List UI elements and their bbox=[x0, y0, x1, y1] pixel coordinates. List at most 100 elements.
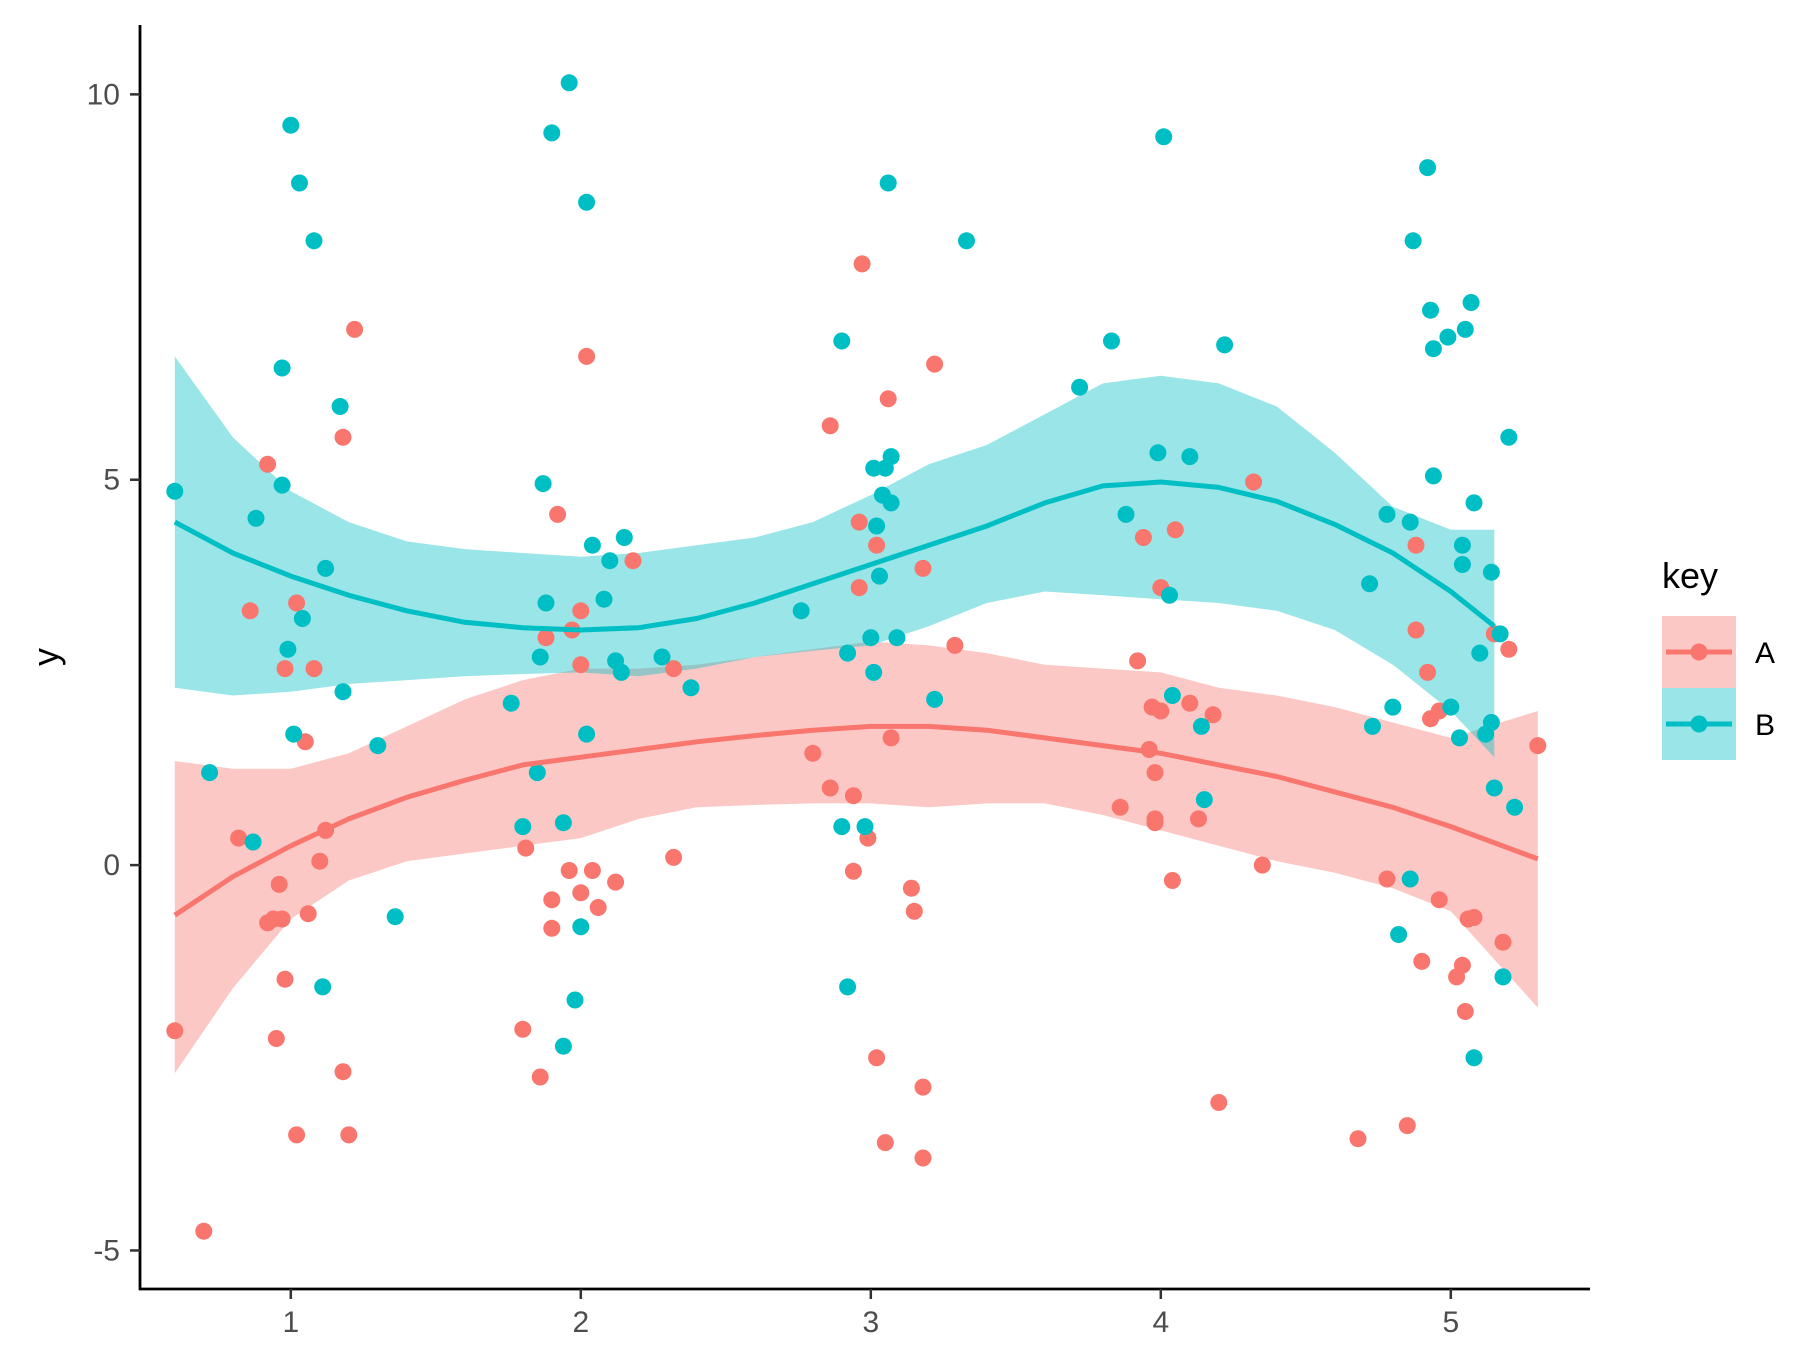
y-axis-title: y bbox=[25, 648, 66, 666]
point-a-83 bbox=[1398, 1117, 1416, 1135]
point-b-17 bbox=[386, 908, 404, 926]
point-b-79 bbox=[1422, 301, 1439, 319]
point-b-49 bbox=[868, 517, 886, 535]
point-a-99 bbox=[1529, 737, 1547, 755]
point-b-67 bbox=[1192, 717, 1210, 735]
point-a-63 bbox=[1111, 798, 1129, 816]
point-b-19 bbox=[514, 818, 532, 836]
point-b-3 bbox=[247, 509, 265, 527]
point-b-6 bbox=[279, 640, 297, 658]
point-b-75 bbox=[1401, 513, 1419, 531]
point-b-15 bbox=[334, 683, 352, 701]
point-b-43 bbox=[839, 644, 857, 662]
point-b-65 bbox=[1163, 687, 1181, 704]
point-b-97 bbox=[1494, 968, 1512, 986]
point-b-55 bbox=[882, 448, 900, 466]
point-a-65 bbox=[1134, 529, 1152, 546]
point-a-90 bbox=[1430, 891, 1448, 909]
point-a-53 bbox=[876, 1134, 894, 1152]
point-b-7 bbox=[282, 116, 300, 134]
legend-item-b: B bbox=[1662, 688, 1775, 760]
point-a-59 bbox=[914, 1078, 932, 1096]
point-a-85 bbox=[1407, 536, 1425, 554]
point-b-42 bbox=[833, 818, 851, 836]
point-b-70 bbox=[1361, 575, 1379, 593]
point-b-16 bbox=[369, 737, 387, 755]
point-a-30 bbox=[560, 862, 578, 879]
point-a-19 bbox=[334, 428, 352, 446]
point-b-4 bbox=[273, 359, 291, 377]
point-a-35 bbox=[578, 347, 596, 365]
point-a-3 bbox=[241, 602, 259, 620]
point-a-41 bbox=[665, 848, 683, 866]
point-b-66 bbox=[1181, 448, 1199, 466]
point-b-60 bbox=[1103, 332, 1120, 350]
legend-key-point-b bbox=[1690, 715, 1708, 733]
point-b-41 bbox=[833, 332, 851, 350]
point-b-23 bbox=[537, 594, 555, 612]
point-b-78 bbox=[1419, 159, 1437, 177]
point-b-40 bbox=[792, 602, 810, 620]
point-b-88 bbox=[1462, 294, 1480, 311]
point-a-32 bbox=[572, 602, 590, 620]
point-b-54 bbox=[882, 494, 900, 512]
data-points bbox=[166, 74, 1547, 1240]
legend-item-a: A bbox=[1662, 616, 1775, 688]
point-b-98 bbox=[1500, 428, 1518, 446]
point-b-12 bbox=[314, 978, 332, 996]
point-a-76 bbox=[1190, 810, 1207, 828]
point-a-11 bbox=[276, 660, 294, 678]
point-a-39 bbox=[624, 552, 642, 570]
point-b-31 bbox=[578, 725, 596, 743]
point-b-5 bbox=[273, 476, 291, 494]
point-a-27 bbox=[543, 891, 561, 909]
point-b-27 bbox=[560, 74, 578, 92]
point-a-43 bbox=[821, 417, 839, 435]
point-a-74 bbox=[1166, 521, 1184, 539]
point-a-82 bbox=[1378, 870, 1396, 888]
point-b-22 bbox=[534, 475, 552, 493]
point-a-73 bbox=[1163, 872, 1181, 889]
point-a-68 bbox=[1146, 764, 1164, 782]
point-a-57 bbox=[905, 902, 923, 920]
point-b-28 bbox=[566, 991, 584, 1009]
x-tick-label-1: 1 bbox=[282, 1306, 299, 1339]
legend-label-b: B bbox=[1755, 709, 1775, 742]
x-axis-ticks: 1 2 3 4 5 bbox=[282, 1289, 1459, 1339]
point-a-86 bbox=[1413, 952, 1431, 970]
point-a-21 bbox=[340, 1126, 358, 1144]
point-b-62 bbox=[1149, 444, 1167, 462]
y-tick-label-5: 5 bbox=[103, 464, 120, 497]
point-b-61 bbox=[1117, 505, 1135, 523]
point-b-83 bbox=[1442, 698, 1460, 716]
point-a-72 bbox=[1152, 702, 1170, 720]
point-a-4 bbox=[259, 455, 277, 473]
point-b-18 bbox=[502, 694, 520, 712]
point-a-8 bbox=[270, 875, 288, 893]
point-a-78 bbox=[1210, 1094, 1228, 1111]
point-a-61 bbox=[926, 355, 944, 373]
point-b-29 bbox=[572, 918, 590, 936]
point-b-30 bbox=[578, 193, 596, 211]
y-tick-label-0: 0 bbox=[103, 849, 120, 882]
point-b-2 bbox=[244, 833, 262, 851]
point-b-74 bbox=[1390, 926, 1408, 943]
point-b-99 bbox=[1506, 798, 1524, 816]
point-b-0 bbox=[166, 482, 184, 500]
point-a-26 bbox=[537, 629, 555, 647]
point-b-59 bbox=[1071, 378, 1089, 396]
legend-key-point-a bbox=[1690, 643, 1708, 661]
point-a-13 bbox=[288, 1126, 306, 1144]
point-a-56 bbox=[902, 879, 920, 897]
point-b-63 bbox=[1155, 128, 1173, 146]
point-a-54 bbox=[879, 390, 897, 408]
point-b-33 bbox=[595, 590, 613, 608]
smooth-lines bbox=[173, 479, 1539, 918]
point-b-36 bbox=[612, 663, 630, 681]
point-a-23 bbox=[514, 1020, 532, 1038]
point-a-42 bbox=[804, 744, 822, 762]
point-a-25 bbox=[531, 1068, 549, 1086]
point-b-77 bbox=[1404, 232, 1422, 250]
legend-title: key bbox=[1662, 555, 1718, 596]
